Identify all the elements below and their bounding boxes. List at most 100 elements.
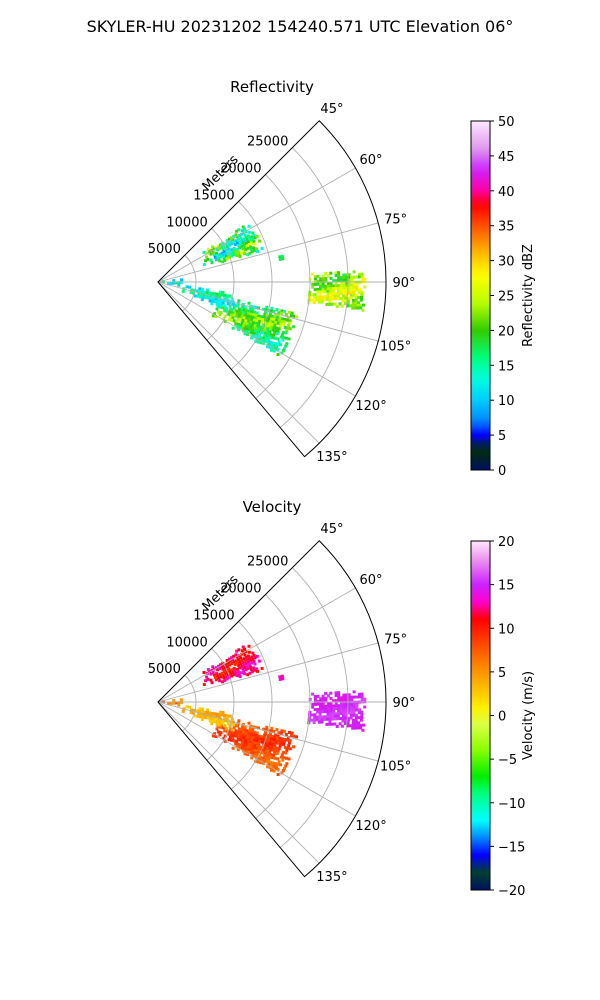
echo-pixel <box>337 699 341 702</box>
echo-pixel <box>278 677 282 681</box>
azimuth-gridline <box>157 281 320 444</box>
echo-pixel <box>227 661 230 665</box>
echo-pixel <box>248 748 252 752</box>
azimuth-tick-label: 120° <box>355 819 386 834</box>
echo-pixel <box>280 351 284 355</box>
echo-pixel <box>249 740 253 744</box>
echo-pixel <box>342 693 346 697</box>
echo-pixel <box>229 313 233 317</box>
echo-pixel <box>360 275 364 279</box>
echo-pixel <box>230 242 234 246</box>
echo-pixel <box>326 295 330 299</box>
echo-pixel <box>222 736 226 740</box>
echo-pixel <box>253 324 257 328</box>
echo-pixel <box>253 318 256 322</box>
echo-pixel <box>311 283 315 286</box>
echo-pixel <box>233 663 237 666</box>
echo-pixel <box>282 740 286 744</box>
echo-pixel <box>334 292 338 296</box>
echo-pixel <box>188 285 192 289</box>
echo-pixel <box>268 340 272 344</box>
echo-pixel <box>230 731 234 735</box>
echo-pixel <box>254 305 258 309</box>
echo-pixel <box>237 309 240 313</box>
echo-pixel <box>231 736 235 740</box>
echo-pixel <box>354 724 358 727</box>
echo-pixel <box>278 316 282 320</box>
echo-pixel <box>268 335 272 339</box>
echo-pixel <box>351 721 355 725</box>
echo-pixel <box>280 729 284 733</box>
echo-pixel <box>239 236 243 240</box>
echo-pixel <box>269 753 273 757</box>
echo-pixel <box>266 747 270 751</box>
echo-pixel <box>219 731 223 735</box>
echo-pixel <box>239 323 243 327</box>
echo-pixel <box>281 330 285 334</box>
echo-pixel <box>232 240 236 244</box>
echo-pixel <box>262 315 266 319</box>
echo-pixel <box>350 283 354 287</box>
echo-pixel <box>319 702 323 706</box>
echo-pixel <box>321 707 325 711</box>
echo-pixel <box>324 710 327 714</box>
echo-region-south-line <box>181 705 235 732</box>
echo-pixel <box>247 330 251 334</box>
echo-pixel <box>272 333 276 337</box>
echo-pixel <box>335 725 339 728</box>
velocity-axis-labels: 500010000150002000025000Meters45°60°75°9… <box>148 522 416 885</box>
colorbar-tick-label: −15 <box>498 840 525 855</box>
echo-pixel <box>214 717 218 721</box>
echo-pixel <box>313 715 317 719</box>
echo-pixel <box>273 347 277 351</box>
echo-pixel <box>285 756 288 760</box>
echo-pixel <box>200 290 204 294</box>
echo-pixel <box>349 296 353 300</box>
echo-pixel <box>172 279 176 283</box>
echo-pixel <box>223 293 227 297</box>
echo-pixel <box>213 300 217 304</box>
echo-pixel <box>311 272 315 276</box>
echo-pixel <box>243 752 247 756</box>
echo-pixel <box>260 247 264 250</box>
echo-pixel <box>180 278 183 282</box>
echo-pixel <box>221 726 225 730</box>
echo-pixel <box>269 312 272 315</box>
echo-pixel <box>246 654 250 658</box>
echo-pixel <box>204 679 208 683</box>
echo-pixel <box>251 307 255 311</box>
echo-pixel <box>260 320 264 324</box>
azimuth-gridline <box>157 642 379 703</box>
echo-pixel <box>335 305 339 308</box>
echo-pixel <box>259 761 263 765</box>
echo-pixel <box>339 701 343 705</box>
echo-pixel <box>250 655 254 659</box>
echo-pixel <box>240 664 244 668</box>
echo-pixel <box>223 716 227 720</box>
echo-pixel <box>277 747 281 751</box>
echo-pixel <box>257 734 261 738</box>
echo-pixel <box>234 671 238 675</box>
echo-pixel <box>251 749 255 752</box>
echo-pixel <box>223 724 227 728</box>
echo-pixel <box>268 322 272 326</box>
echo-pixel <box>312 301 316 304</box>
echo-pixel <box>249 659 253 663</box>
echo-pixel <box>230 662 234 666</box>
echo-pixel <box>346 304 350 308</box>
echo-pixel <box>239 310 243 314</box>
echo-pixel <box>339 286 343 290</box>
echo-pixel <box>248 671 252 675</box>
echo-pixel <box>235 314 238 318</box>
echo-pixel <box>247 325 251 329</box>
echo-pixel <box>278 736 282 740</box>
echo-pixel <box>222 676 226 680</box>
echo-pixel <box>206 296 210 300</box>
echo-pixel <box>275 332 279 336</box>
echo-pixel <box>249 724 253 728</box>
echo-pixel <box>310 713 314 717</box>
echo-pixel <box>333 302 337 306</box>
echo-pixel <box>342 714 345 718</box>
echo-pixel <box>363 705 367 709</box>
echo-pixel <box>278 324 282 328</box>
